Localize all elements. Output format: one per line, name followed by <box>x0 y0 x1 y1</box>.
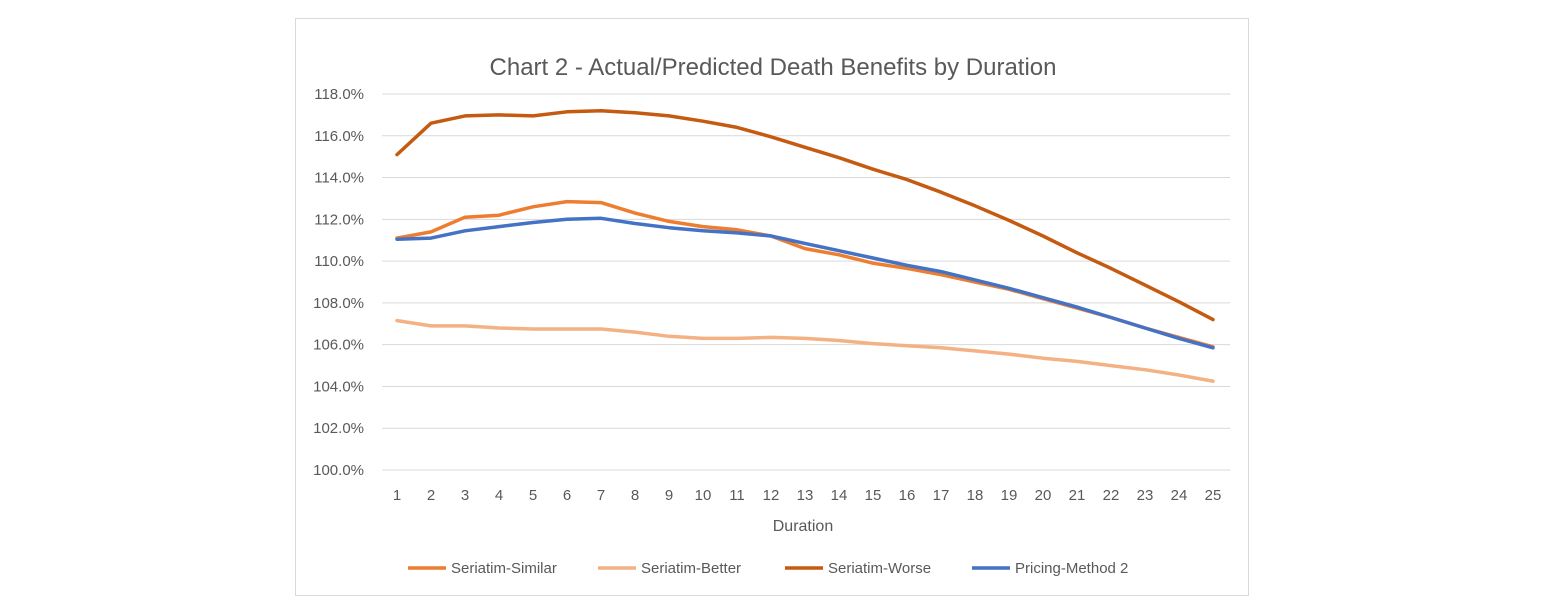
y-tick-label: 110.0% <box>314 253 364 270</box>
legend-item: Pricing-Method 2 <box>972 560 1128 577</box>
x-tick-label: 5 <box>529 487 537 504</box>
x-tick-label: 9 <box>665 487 673 504</box>
y-tick-label: 116.0% <box>314 128 364 145</box>
y-tick-label: 104.0% <box>313 378 364 395</box>
series-line-seriatim-worse <box>395 108 1215 322</box>
y-axis-ticks: 100.0% 102.0% 104.0% 106.0% 108.0% 110.0% 112.… <box>313 86 364 479</box>
legend: Seriatim-Similar Seriatim-Better Seriatim-… <box>408 560 1128 577</box>
x-tick-label: 25 <box>1205 487 1222 504</box>
y-tick-label: 106.0% <box>313 337 364 354</box>
y-tick-label: 102.0% <box>313 420 364 437</box>
x-axis-ticks: 1 2 3 4 5 6 7 8 9 10 11 12 13 14 15 16 17 18 19 20 21 22 23 24 2… <box>393 487 1222 504</box>
x-tick-label: 20 <box>1035 487 1052 504</box>
x-tick-label: 19 <box>1001 487 1018 504</box>
x-axis-title: Duration <box>773 518 833 535</box>
x-tick-label: 14 <box>831 487 848 504</box>
series-line-pricing-method-2 <box>395 216 1215 350</box>
legend-label: Seriatim-Better <box>641 560 741 577</box>
x-tick-label: 13 <box>797 487 814 504</box>
y-tick-label: 100.0% <box>313 462 364 479</box>
legend-item: Seriatim-Worse <box>785 560 931 577</box>
y-tick-label: 112.0% <box>314 211 364 228</box>
x-tick-label: 8 <box>631 487 639 504</box>
y-tick-label: 114.0% <box>314 170 364 187</box>
x-tick-label: 2 <box>427 487 435 504</box>
x-tick-label: 11 <box>729 487 745 504</box>
legend-label: Seriatim-Worse <box>828 560 931 577</box>
x-tick-label: 16 <box>899 487 916 504</box>
y-tick-label: 118.0% <box>314 86 364 103</box>
x-tick-label: 3 <box>461 487 469 504</box>
legend-item: Seriatim-Better <box>598 560 741 577</box>
x-tick-label: 10 <box>695 487 712 504</box>
x-tick-label: 17 <box>933 487 950 504</box>
x-tick-label: 4 <box>495 487 503 504</box>
x-tick-label: 15 <box>865 487 882 504</box>
legend-item: Seriatim-Similar <box>408 560 557 577</box>
chart-title: Chart 2 - Actual/Predicted Death Benefit… <box>490 54 1057 81</box>
x-tick-label: 24 <box>1171 487 1188 504</box>
legend-label: Pricing-Method 2 <box>1015 560 1128 577</box>
series-lines <box>395 108 1215 383</box>
x-tick-label: 1 <box>393 487 401 504</box>
series-line-seriatim-better <box>395 318 1215 383</box>
line-chart: Chart 2 - Actual/Predicted Death Benefit… <box>313 54 1230 577</box>
chart-area: Chart 2 - Actual/Predicted Death Benefit… <box>295 18 1249 596</box>
x-tick-label: 6 <box>563 487 571 504</box>
x-tick-label: 7 <box>597 487 605 504</box>
y-tick-label: 108.0% <box>313 295 364 312</box>
x-tick-label: 22 <box>1103 487 1120 504</box>
legend-label: Seriatim-Similar <box>451 560 557 577</box>
x-tick-label: 21 <box>1069 487 1086 504</box>
x-tick-label: 23 <box>1137 487 1154 504</box>
x-tick-label: 18 <box>967 487 984 504</box>
x-tick-label: 12 <box>763 487 780 504</box>
gridlines <box>382 93 1230 471</box>
